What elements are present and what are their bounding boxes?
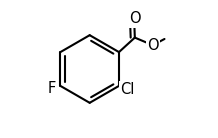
Text: Cl: Cl [120, 82, 134, 97]
Text: O: O [147, 38, 158, 53]
Text: F: F [48, 81, 56, 96]
Text: O: O [129, 11, 141, 26]
